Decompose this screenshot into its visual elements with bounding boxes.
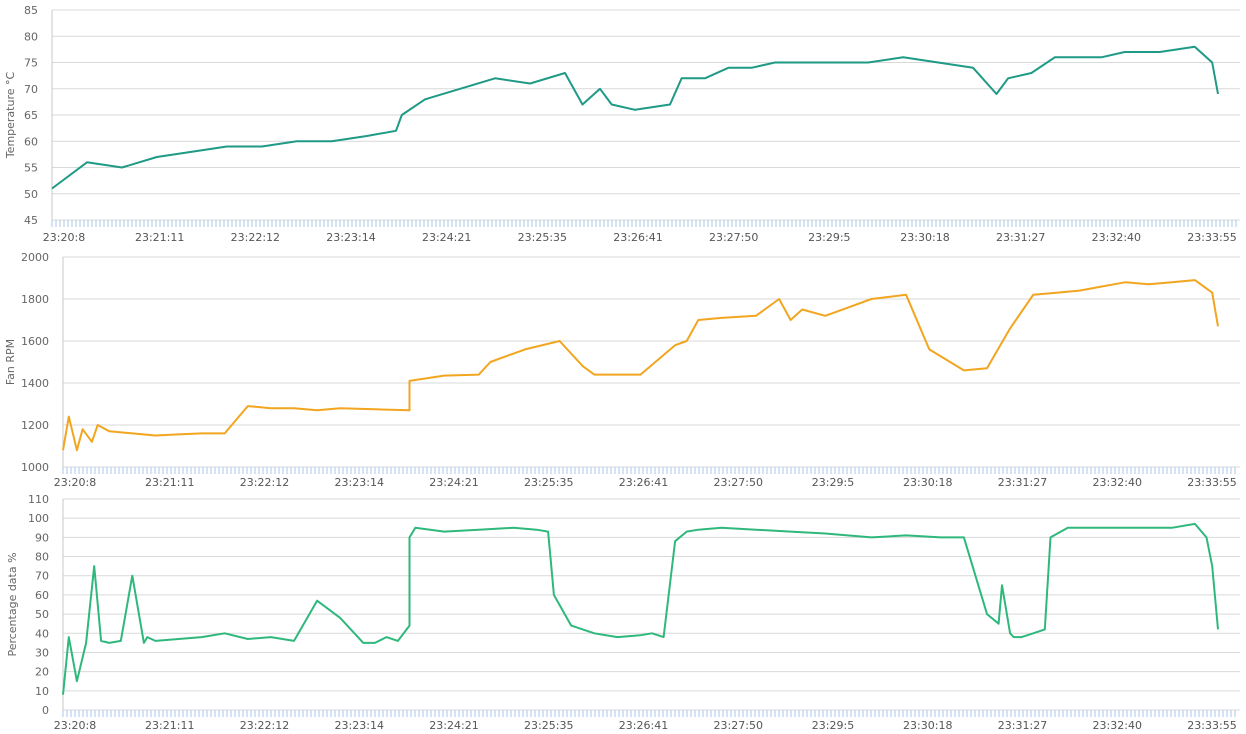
x-tick-label: 23:21:11 xyxy=(145,719,194,732)
y-tick-label: 100 xyxy=(28,512,49,525)
y-tick-label: 45 xyxy=(24,214,38,227)
y-tick-label: 110 xyxy=(28,493,49,506)
x-tick-label: 23:20:8 xyxy=(54,476,96,489)
x-tick-label: 23:30:18 xyxy=(900,231,949,244)
y-tick-label: 1200 xyxy=(21,419,49,432)
x-tick-label: 23:20:8 xyxy=(54,719,96,732)
x-tick-label: 23:22:12 xyxy=(240,476,289,489)
x-tick-label: 23:22:12 xyxy=(240,719,289,732)
x-tick-label: 23:24:21 xyxy=(429,476,478,489)
x-tick-label: 23:31:27 xyxy=(998,719,1047,732)
y-tick-label: 60 xyxy=(35,589,49,602)
x-tick-label: 23:24:21 xyxy=(429,719,478,732)
x-tick-label: 23:21:11 xyxy=(145,476,194,489)
y-axis-title: Fan RPM xyxy=(4,339,17,385)
y-tick-label: 70 xyxy=(35,570,49,583)
y-tick-label: 90 xyxy=(35,531,49,544)
x-tick-label: 23:25:35 xyxy=(518,231,567,244)
y-tick-label: 65 xyxy=(24,109,38,122)
y-tick-label: 75 xyxy=(24,57,38,70)
y-tick-label: 85 xyxy=(24,4,38,17)
y-tick-label: 1600 xyxy=(21,335,49,348)
x-tick-label: 23:26:41 xyxy=(619,476,668,489)
x-tick-marks xyxy=(62,467,1236,474)
chart-temperature: 45 50 55 60 65 70 75 80 85 Temperature °C 23:20:8 2… xyxy=(4,4,1240,244)
x-tick-label: 23:32:40 xyxy=(1093,719,1142,732)
x-tick-marks xyxy=(62,710,1236,717)
y-tick-label: 2000 xyxy=(21,251,49,264)
x-tick-label: 23:25:35 xyxy=(524,476,573,489)
x-tick-label: 23:23:14 xyxy=(335,719,384,732)
y-axis-title: Temperature °C xyxy=(4,72,17,160)
y-tick-label: 55 xyxy=(24,162,38,175)
y-tick-label: 10 xyxy=(35,685,49,698)
x-tick-label: 23:23:14 xyxy=(335,476,384,489)
y-tick-label: 50 xyxy=(35,608,49,621)
x-tick-label: 23:22:12 xyxy=(231,231,280,244)
x-tick-label: 23:21:11 xyxy=(135,231,184,244)
x-tick-label: 23:23:14 xyxy=(326,231,375,244)
chart-percentage: 0 10 20 30 40 50 60 70 80 90 100 110 Percentage data… xyxy=(6,493,1240,732)
x-tick-label: 23:26:41 xyxy=(613,231,662,244)
x-tick-label: 23:26:41 xyxy=(619,719,668,732)
x-tick-marks xyxy=(51,220,1237,227)
y-tick-label: 70 xyxy=(24,83,38,96)
x-tick-label: 23:33:55 xyxy=(1187,476,1236,489)
x-tick-label: 23:33:55 xyxy=(1187,231,1236,244)
y-axis-title: Percentage data % xyxy=(6,552,19,656)
x-tick-label: 23:31:27 xyxy=(998,476,1047,489)
series-line-fan xyxy=(62,279,1219,452)
series-line-percentage xyxy=(62,522,1219,695)
x-tick-label: 23:20:8 xyxy=(43,231,85,244)
y-tick-label: 80 xyxy=(24,30,38,43)
x-tick-label: 23:29:5 xyxy=(812,719,854,732)
x-tick-label: 23:24:21 xyxy=(422,231,471,244)
x-tick-label: 23:32:40 xyxy=(1092,231,1141,244)
x-tick-label: 23:29:5 xyxy=(808,231,850,244)
y-tick-label: 80 xyxy=(35,551,49,564)
x-tick-label: 23:33:55 xyxy=(1187,719,1236,732)
chart-fan: 1000 1200 1400 1600 1800 2000 Fan RPM 23:20:8 23… xyxy=(4,251,1240,489)
y-tick-label: 1000 xyxy=(21,461,49,474)
x-tick-label: 23:32:40 xyxy=(1093,476,1142,489)
x-tick-label: 23:30:18 xyxy=(903,476,952,489)
y-tick-label: 50 xyxy=(24,188,38,201)
y-tick-label: 60 xyxy=(24,135,38,148)
x-tick-label: 23:25:35 xyxy=(524,719,573,732)
y-tick-label: 1400 xyxy=(21,377,49,390)
x-tick-label: 23:31:27 xyxy=(996,231,1045,244)
y-tick-label: 0 xyxy=(42,704,49,717)
y-tick-label: 30 xyxy=(35,646,49,659)
series-line-temperature xyxy=(51,45,1219,190)
x-tick-label: 23:27:50 xyxy=(714,476,763,489)
x-tick-label: 23:30:18 xyxy=(903,719,952,732)
x-tick-label: 23:29:5 xyxy=(812,476,854,489)
y-tick-label: 20 xyxy=(35,666,49,679)
x-tick-label: 23:27:50 xyxy=(714,719,763,732)
y-tick-label: 1800 xyxy=(21,293,49,306)
y-tick-label: 40 xyxy=(35,627,49,640)
x-tick-label: 23:27:50 xyxy=(709,231,758,244)
